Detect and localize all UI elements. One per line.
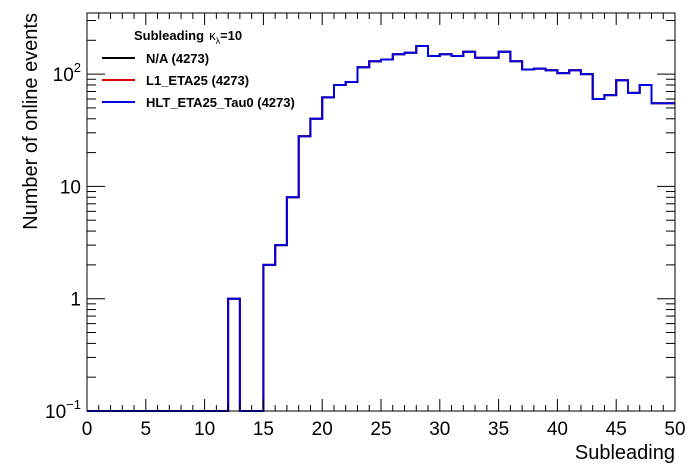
y-tick-label: 102 xyxy=(53,60,81,86)
x-tick-label: 45 xyxy=(606,419,627,440)
series-line-2 xyxy=(87,45,675,412)
x-tick-label: 25 xyxy=(370,419,391,440)
x-tick-label: 15 xyxy=(253,419,274,440)
y-axis-title: Number of online events xyxy=(20,13,42,230)
ticks-layer xyxy=(86,13,676,412)
x-tick-label: 40 xyxy=(547,419,568,440)
legend-title-main: Subleading xyxy=(134,28,204,43)
y-tick-label: 10 xyxy=(60,177,81,198)
x-tick-label: 50 xyxy=(664,419,685,440)
legend-label-l1: L1_ETA25 (4273) xyxy=(146,73,249,88)
y-tick-base: 10 xyxy=(53,65,74,86)
legend: Subleading κλ=10 N/A (4273) L1_ETA25 (427… xyxy=(102,28,295,110)
legend-label-hlt: HLT_ETA25_Tau0 (4273) xyxy=(146,95,295,110)
y-tick-base: 1 xyxy=(70,290,81,311)
y-tick-labels: 10−1 1 10 102 xyxy=(45,60,81,423)
legend-title-value: =10 xyxy=(220,28,242,43)
legend-title-lambda: λ xyxy=(216,36,221,46)
x-tick-label: 10 xyxy=(194,419,215,440)
y-tick-base: 10 xyxy=(60,177,81,198)
y-tick-base: 10 xyxy=(45,402,66,423)
y-tick-exponent: 2 xyxy=(74,60,81,75)
legend-title: Subleading κλ=10 xyxy=(134,28,242,46)
x-axis-title: Subleading xyxy=(575,442,675,464)
legend-label-na: N/A (4273) xyxy=(146,51,209,66)
y-tick-exponent: −1 xyxy=(66,397,81,412)
series-layer xyxy=(87,45,675,412)
y-tick-label: 10−1 xyxy=(45,397,81,423)
x-tick-label: 30 xyxy=(429,419,450,440)
x-tick-label: 0 xyxy=(82,419,93,440)
x-tick-labels: 0 5 10 15 20 25 30 35 40 45 50 xyxy=(82,419,686,440)
x-tick-label: 35 xyxy=(488,419,509,440)
legend-title-kappa: κ xyxy=(209,28,216,43)
y-tick-label: 1 xyxy=(70,290,81,311)
x-tick-label: 20 xyxy=(312,419,333,440)
x-tick-label: 5 xyxy=(141,419,152,440)
